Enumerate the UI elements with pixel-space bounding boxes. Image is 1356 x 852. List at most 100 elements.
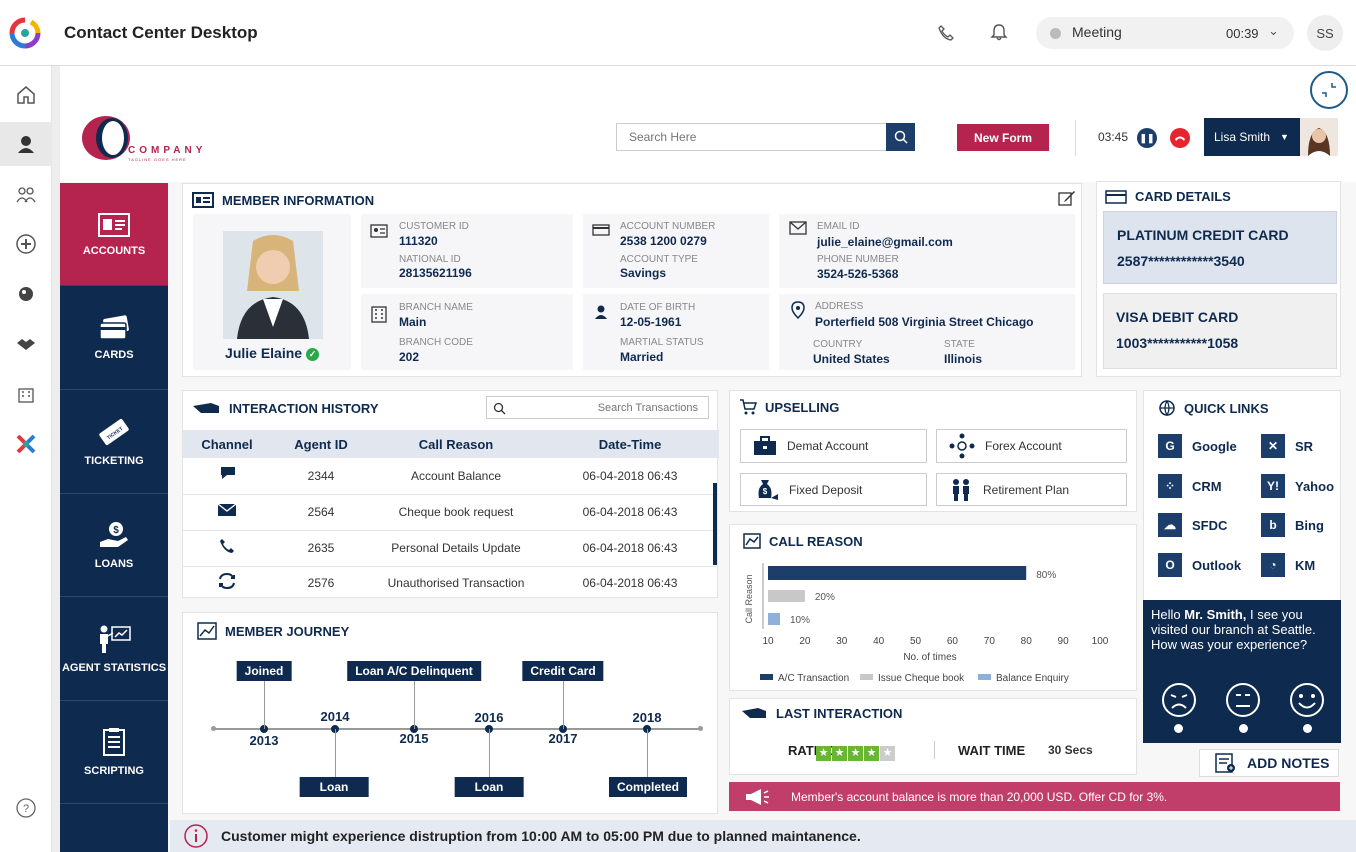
radio-dot[interactable] <box>1174 724 1183 733</box>
handshake-icon[interactable] <box>13 331 39 357</box>
journey-event-tag[interactable]: Loan <box>454 777 524 797</box>
bar-data-label: 20% <box>815 592 835 603</box>
company-logo-icon <box>82 116 130 160</box>
journey-event-tag[interactable]: Loan A/C Delinquent <box>347 661 481 681</box>
search-button[interactable] <box>886 123 915 151</box>
edit-icon[interactable] <box>1058 190 1076 206</box>
team-icon[interactable] <box>13 181 39 207</box>
nav-ticketing[interactable]: TICKET TICKETING <box>60 390 168 494</box>
column-header[interactable]: Channel <box>201 436 253 452</box>
timeline-dot[interactable] <box>559 725 567 733</box>
upsell-label: Fixed Deposit <box>789 482 863 497</box>
journey-event-tag[interactable]: Credit Card <box>522 661 604 681</box>
pause-icon[interactable]: ❚❚ <box>1137 128 1157 148</box>
timeline-dot[interactable] <box>410 725 418 733</box>
customer-id-label: CUSTOMER ID <box>399 221 469 232</box>
call-reason-cell: Account Balance <box>410 468 502 483</box>
nav-loans[interactable]: $ LOANS <box>60 494 168 597</box>
transfer-icon <box>219 572 235 589</box>
email-label: EMAIL ID <box>817 221 860 232</box>
nav-label: CARDS <box>94 348 134 361</box>
quick-link-bing[interactable]: b Bing <box>1261 513 1324 537</box>
x-tick-label: 30 <box>836 636 848 647</box>
agent-icon[interactable] <box>13 131 39 157</box>
hangup-icon[interactable] <box>1170 128 1190 148</box>
greeting-text: Hello <box>1151 607 1185 622</box>
card-number: 1003***********1058 <box>1116 335 1239 351</box>
home-icon[interactable] <box>13 82 39 108</box>
tools-icon: ✕ <box>1261 434 1285 458</box>
column-header[interactable]: Date-Time <box>598 436 662 452</box>
radio-dot[interactable] <box>1303 724 1312 733</box>
table-row[interactable]: 2576 Unauthorised Transaction 06-04-2018… <box>183 566 719 600</box>
card-number: 2587************3540 <box>1117 253 1245 269</box>
building-icon[interactable] <box>13 381 39 407</box>
quick-link-yahoo[interactable]: Y! Yahoo <box>1261 474 1334 498</box>
id-card-icon <box>98 213 130 237</box>
nav-accounts[interactable]: ACCOUNTS <box>60 183 168 286</box>
journey-event-tag[interactable]: Joined <box>236 661 292 681</box>
table-row[interactable]: 2344 Account Balance 06-04-2018 06:43 <box>183 458 719 494</box>
quick-link-crm[interactable]: ⁘ CRM <box>1158 474 1222 498</box>
quick-link-sr[interactable]: ✕ SR <box>1261 434 1313 458</box>
help-icon[interactable]: ? <box>13 795 39 821</box>
journey-event-tag[interactable]: Loan <box>299 777 369 797</box>
card-details-title: CARD DETAILS <box>1135 189 1231 204</box>
table-row[interactable]: 2564 Cheque book request 06-04-2018 06:4… <box>183 494 719 530</box>
neutral-face-icon[interactable] <box>1225 682 1261 718</box>
table-row[interactable]: 2635 Personal Details Update 06-04-2018 … <box>183 530 719 566</box>
scrollbar-thumb[interactable] <box>713 483 717 565</box>
puzzle-icon[interactable] <box>13 431 39 457</box>
card-details-panel: CARD DETAILS PLATINUM CREDIT CARD 2587**… <box>1096 181 1341 377</box>
card-item-visa[interactable]: VISA DEBIT CARD 1003***********1058 <box>1103 293 1337 369</box>
phone-icon[interactable] <box>937 24 955 42</box>
plus-circle-icon[interactable] <box>13 231 39 257</box>
journey-year: 2018 <box>632 710 662 725</box>
status-selector[interactable]: Meeting 00:39 ⌄ <box>1036 17 1294 49</box>
column-header[interactable]: Call Reason <box>418 436 494 452</box>
bell-icon[interactable] <box>989 22 1009 42</box>
quick-link-km[interactable]: ◔ KM <box>1261 553 1315 577</box>
branch-cell: BRANCH NAME Main BRANCH CODE 202 <box>361 294 573 370</box>
radio-dot[interactable] <box>1239 724 1248 733</box>
nav-agent-statistics[interactable]: AGENT STATISTICS <box>60 597 168 701</box>
legend-label: Balance Enquiry <box>996 673 1069 684</box>
member-photo-card: Julie Elaine ✓ <box>193 214 351 370</box>
transaction-search-input[interactable] <box>511 397 706 418</box>
quick-link-label: Google <box>1192 438 1237 454</box>
retirement-plan-button[interactable]: Retirement Plan <box>936 473 1127 506</box>
account-number-value: 2538 1200 0279 <box>620 234 707 248</box>
star-filled-icon: ★ <box>832 746 847 761</box>
quick-link-outlook[interactable]: O Outlook <box>1158 553 1241 577</box>
new-form-button[interactable]: New Form <box>957 124 1049 151</box>
journey-event-tag[interactable]: Completed <box>608 777 688 797</box>
agent-menu[interactable]: Lisa Smith ▼ <box>1204 118 1338 156</box>
timeline-dot[interactable] <box>260 725 268 733</box>
nav-scripting[interactable]: SCRIPTING <box>60 701 168 804</box>
email-value: julie_elaine@gmail.com <box>817 235 953 249</box>
national-id-value: 28135621196 <box>399 266 472 280</box>
quick-link-sfdc[interactable]: ☁ SFDC <box>1158 513 1227 537</box>
search-input[interactable] <box>617 124 885 150</box>
x-tick-label: 60 <box>947 636 959 647</box>
collapse-button[interactable] <box>1310 71 1348 109</box>
globe-icon[interactable] <box>13 281 39 307</box>
id-icon <box>370 224 388 238</box>
column-header[interactable]: Agent ID <box>294 436 348 452</box>
y-axis-label: Call Reason <box>744 574 754 623</box>
journey-map-icon <box>197 622 217 640</box>
card-item-platinum[interactable]: PLATINUM CREDIT CARD 2587************354… <box>1103 211 1337 284</box>
sad-face-icon[interactable] <box>1161 682 1197 718</box>
fixed-deposit-button[interactable]: $ Fixed Deposit <box>740 473 927 506</box>
call-reason-cell: Personal Details Update <box>391 541 521 555</box>
quick-link-google[interactable]: G Google <box>1158 434 1237 458</box>
forex-account-button[interactable]: Forex Account <box>936 429 1127 463</box>
quick-link-label: SFDC <box>1192 517 1228 533</box>
add-notes-button[interactable]: ADD NOTES <box>1199 749 1339 777</box>
nav-cards[interactable]: CARDS <box>60 286 168 390</box>
demat-account-button[interactable]: Demat Account <box>740 429 927 463</box>
happy-face-icon[interactable] <box>1289 682 1325 718</box>
agent-id-cell: 2564 <box>307 505 335 519</box>
envelope-icon <box>789 221 807 235</box>
user-avatar[interactable]: SS <box>1307 15 1343 51</box>
